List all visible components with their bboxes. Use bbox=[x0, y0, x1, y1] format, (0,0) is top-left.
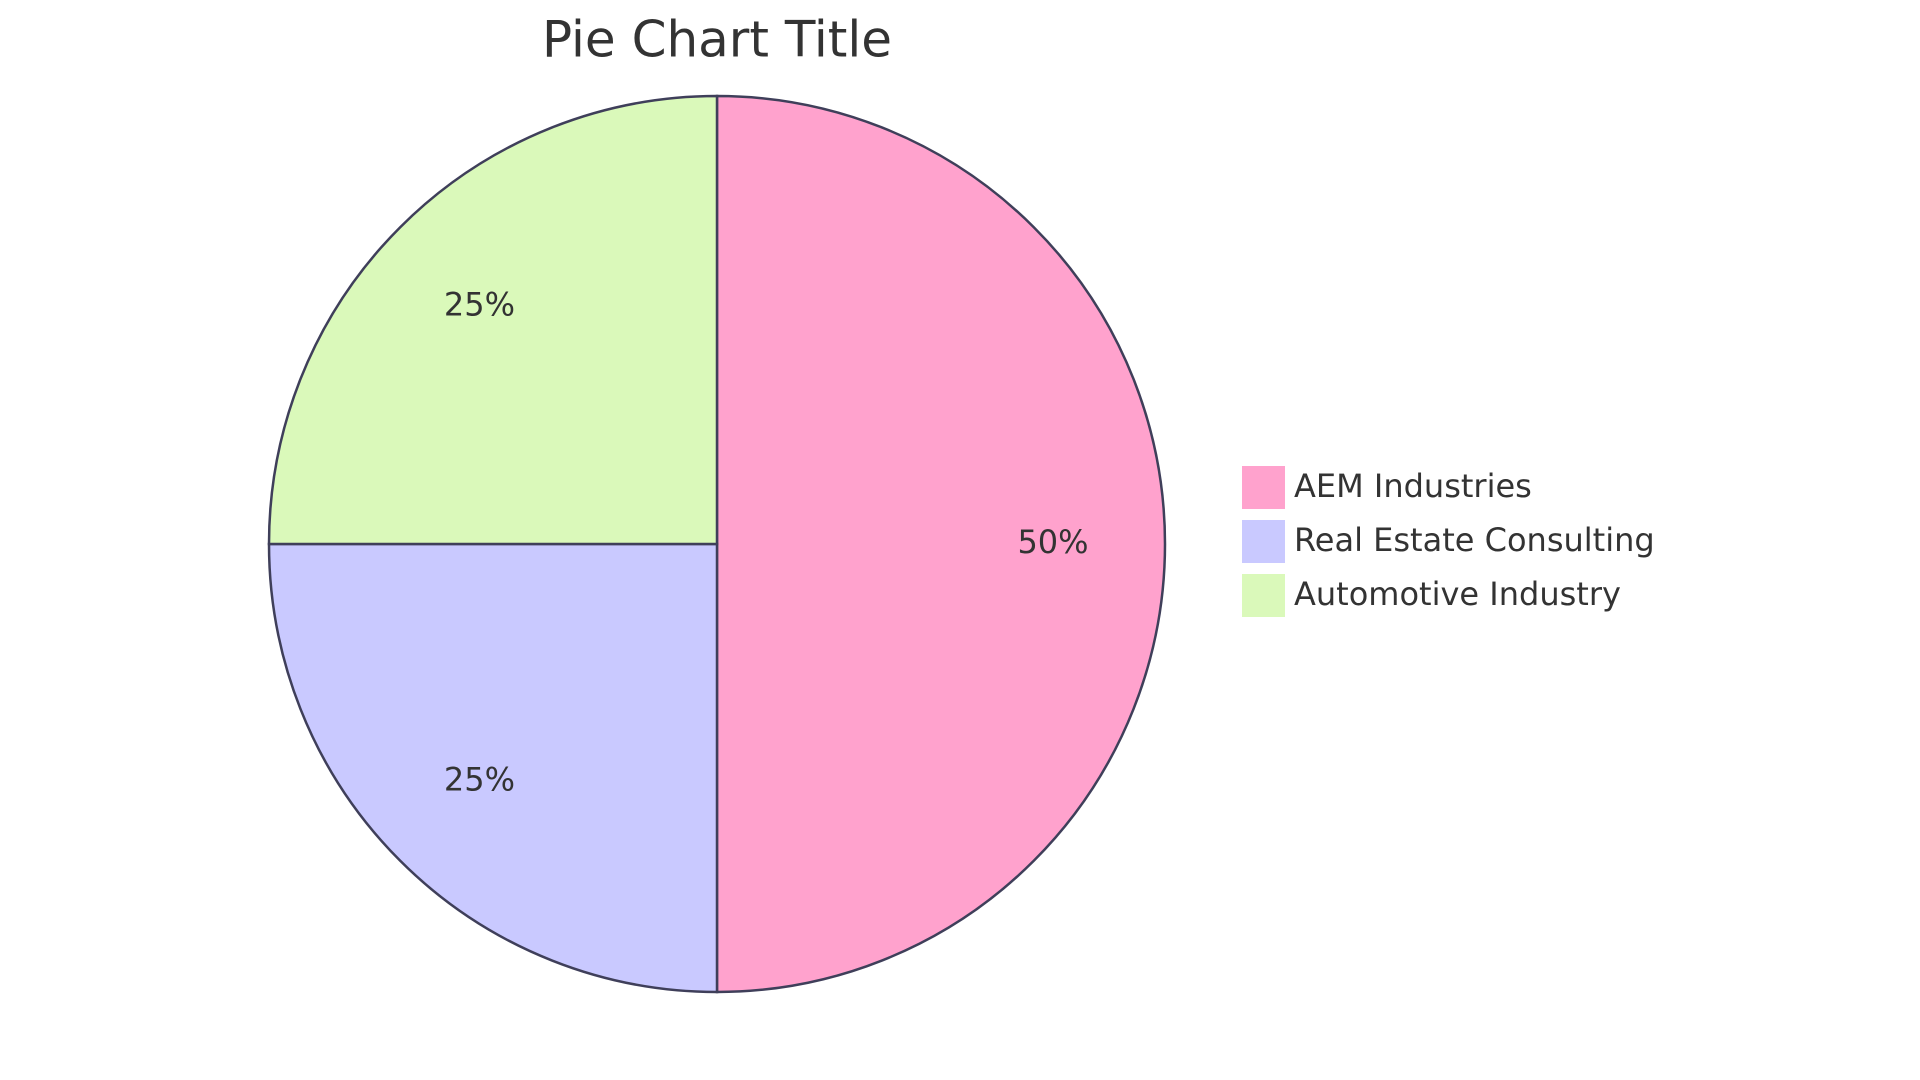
legend-swatch bbox=[1240, 518, 1287, 565]
legend-swatch bbox=[1240, 464, 1287, 511]
data-label: 25% bbox=[444, 285, 515, 323]
legend-label: AEM Industries bbox=[1294, 467, 1532, 505]
data-label: 25% bbox=[444, 761, 515, 799]
pie-slice bbox=[267, 94, 719, 546]
legend-label: Automotive Industry bbox=[1294, 575, 1621, 613]
pie-slice bbox=[267, 542, 719, 994]
legend-label: Real Estate Consulting bbox=[1294, 521, 1655, 559]
legend-swatch bbox=[1240, 572, 1287, 619]
chart-title: Pie Chart Title bbox=[542, 11, 892, 69]
data-label: 50% bbox=[1017, 523, 1088, 561]
pie-slice bbox=[715, 94, 1167, 994]
